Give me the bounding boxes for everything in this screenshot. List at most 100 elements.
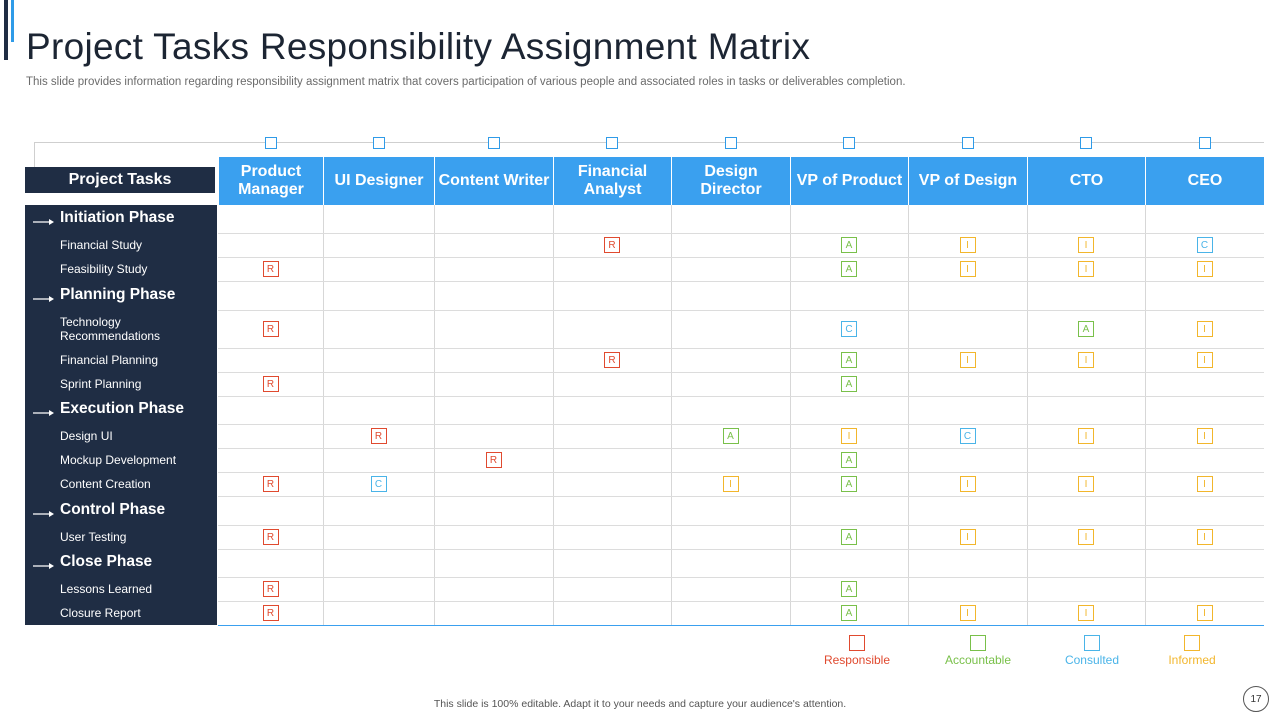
frame-line-left — [34, 142, 35, 168]
arrow-right-icon — [33, 214, 55, 225]
column-header: Financial Analyst — [554, 157, 671, 205]
raci-mark-c: C — [959, 428, 976, 444]
phase-label: Close Phase — [60, 553, 153, 570]
row-divider — [218, 424, 1264, 425]
legend-swatch-informed — [1184, 635, 1200, 651]
row-divider — [218, 348, 1264, 349]
accent-bar-light — [11, 0, 14, 42]
raci-mark-i: I — [1078, 476, 1094, 492]
page-subtitle: This slide provides information regardin… — [26, 76, 906, 88]
task-label: Lessons Learned — [60, 582, 153, 596]
row-divider — [218, 281, 1264, 282]
column-divider — [1145, 157, 1146, 625]
arrow-right-icon — [33, 506, 55, 517]
phase-label: Execution Phase — [60, 400, 185, 417]
raci-mark-i: I — [1196, 529, 1213, 545]
accent-bar — [4, 0, 8, 60]
column-checkbox[interactable] — [961, 137, 974, 149]
raci-mark-i: I — [959, 476, 976, 492]
raci-mark-i: I — [1196, 321, 1213, 337]
column-header-divider — [908, 157, 909, 205]
column-checkbox[interactable] — [1198, 137, 1211, 149]
raci-mark-i: I — [959, 352, 976, 368]
column-header: Design Director — [672, 157, 790, 205]
raci-mark-i: I — [841, 428, 857, 444]
raci-mark-r: R — [262, 581, 279, 597]
phase-label: Planning Phase — [60, 285, 176, 303]
page-number: 17 — [1243, 686, 1269, 712]
raci-mark-a: A — [1078, 321, 1094, 337]
column-divider — [323, 157, 324, 625]
task-label: User Testing — [60, 530, 127, 544]
column-checkbox[interactable] — [264, 137, 277, 149]
column-header: UI Designer — [324, 157, 434, 205]
raci-mark-r: R — [262, 529, 279, 545]
raci-mark-r: R — [485, 452, 502, 468]
row-divider — [218, 396, 1264, 397]
raci-mark-r: R — [262, 261, 279, 277]
raci-mark-a: A — [841, 529, 857, 545]
raci-mark-i: I — [959, 529, 976, 545]
phase-label: Initiation Phase — [60, 209, 175, 226]
task-label: Closure Report — [60, 606, 141, 620]
task-label: Technology Recommendations — [60, 315, 161, 343]
row-divider — [218, 601, 1264, 602]
task-label: Mockup Development — [60, 453, 177, 467]
legend-label-responsible: Responsible — [823, 653, 891, 667]
row-divider — [218, 310, 1264, 311]
column-checkbox[interactable] — [1080, 137, 1092, 149]
legend-swatch-responsible — [849, 635, 865, 651]
row-divider — [218, 448, 1264, 449]
raci-mark-i: I — [1196, 261, 1213, 277]
raci-mark-i: I — [1078, 605, 1094, 621]
raci-mark-i: I — [959, 261, 976, 277]
raci-mark-a: A — [841, 452, 857, 468]
raci-mark-a: A — [841, 476, 857, 492]
raci-mark-c: C — [370, 476, 387, 492]
task-label: Sprint Planning — [60, 377, 142, 391]
raci-mark-a: A — [841, 605, 857, 621]
raci-mark-c: C — [1196, 237, 1213, 253]
column-header-divider — [434, 157, 435, 205]
row-divider — [218, 233, 1264, 234]
matrix-bottom-line — [218, 625, 1264, 626]
raci-mark-i: I — [1078, 428, 1094, 444]
raci-mark-i: I — [1078, 237, 1094, 253]
column-header: VP of Product — [791, 157, 908, 205]
column-checkbox[interactable] — [606, 137, 618, 149]
raci-mark-r: R — [604, 352, 620, 368]
row-divider — [218, 372, 1264, 373]
tasks-header: Project Tasks — [25, 167, 215, 193]
row-divider — [218, 577, 1264, 578]
raci-mark-r: R — [262, 605, 279, 621]
raci-mark-r: R — [370, 428, 387, 444]
column-header-divider — [790, 157, 791, 205]
column-header-divider — [1145, 157, 1146, 205]
raci-mark-a: A — [841, 352, 857, 368]
column-header-divider — [323, 157, 324, 205]
raci-mark-i: I — [1078, 352, 1094, 368]
column-divider — [908, 157, 909, 625]
column-checkbox[interactable] — [372, 137, 385, 149]
task-label: Feasibility Study — [60, 262, 148, 276]
column-header-divider — [1027, 157, 1028, 205]
raci-mark-i: I — [1078, 261, 1094, 277]
legend-swatch-accountable — [970, 635, 986, 651]
raci-mark-c: C — [841, 321, 857, 337]
arrow-right-icon — [33, 291, 55, 302]
column-checkbox[interactable] — [487, 137, 500, 149]
column-checkbox[interactable] — [724, 137, 737, 149]
tasks-panel — [25, 205, 217, 625]
column-header: CEO — [1146, 157, 1264, 205]
phase-label: Control Phase — [60, 500, 166, 518]
column-header: Product Manager — [219, 157, 323, 205]
row-divider — [218, 496, 1264, 497]
column-divider — [434, 157, 435, 625]
column-divider — [1027, 157, 1028, 625]
task-label: Financial Study — [60, 238, 143, 252]
column-header: VP of Design — [909, 157, 1027, 205]
task-label: Financial Planning — [60, 353, 159, 367]
raci-mark-a: A — [722, 428, 739, 444]
row-divider — [218, 549, 1264, 550]
column-checkbox[interactable] — [843, 137, 855, 149]
